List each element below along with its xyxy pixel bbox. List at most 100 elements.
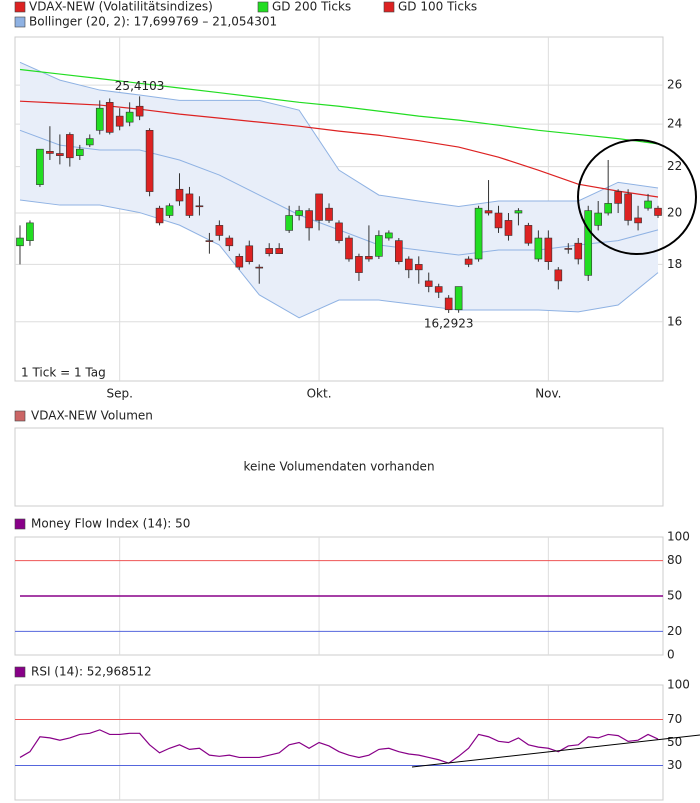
plot-frame <box>14 684 664 801</box>
y-tick-label: 100 <box>667 530 690 544</box>
y-tick-label: 26 <box>667 78 682 92</box>
candle-body <box>614 191 622 204</box>
legend-swatch <box>14 1 26 13</box>
candle-body <box>414 264 423 271</box>
candle-body <box>644 200 652 209</box>
moving-average-line <box>19 68 659 145</box>
candle-body <box>544 237 553 262</box>
y-tick-label: 20 <box>667 624 682 638</box>
candle-body <box>325 207 333 221</box>
candle-body <box>634 217 642 224</box>
highlight-circle <box>577 139 697 255</box>
y-tick-label: 70 <box>667 712 682 726</box>
y-tick-label: 100 <box>667 678 690 692</box>
y-tick-label: 0 <box>667 648 675 662</box>
candle-body <box>235 256 244 268</box>
candle-body <box>285 215 293 231</box>
min-label: 16,2923 <box>424 316 474 330</box>
candle-body <box>205 240 214 242</box>
legend-swatch <box>14 410 26 422</box>
panel-title: RSI (14): 52,968512 <box>31 665 152 679</box>
candle-body <box>584 210 593 276</box>
y-tick-label: 24 <box>667 117 682 131</box>
candle-body <box>345 237 353 260</box>
candle-body <box>395 240 403 262</box>
candle-body <box>454 286 463 311</box>
candle-body <box>275 248 283 254</box>
candle-body <box>295 210 303 216</box>
legend-label: GD 200 Ticks <box>272 0 351 14</box>
candle-body <box>245 245 254 262</box>
candle-body <box>355 256 363 273</box>
legend-swatch <box>383 1 395 13</box>
candle-body <box>225 237 234 247</box>
candle-body <box>105 102 114 133</box>
candle-body <box>135 105 144 117</box>
candle-body <box>484 210 493 214</box>
bollinger-lower <box>19 199 659 319</box>
candle-body <box>185 193 194 216</box>
plot-frame <box>14 427 664 507</box>
candle-body <box>375 235 383 257</box>
no-data-message: keine Volumendaten vorhanden <box>243 460 434 474</box>
candle-body <box>165 205 174 216</box>
y-tick-label: 16 <box>667 314 682 328</box>
x-tick-label: Okt. <box>307 387 332 401</box>
candle-body <box>624 193 632 221</box>
candle-body <box>305 210 313 229</box>
candle-body <box>16 237 24 247</box>
candle-body <box>654 207 662 216</box>
x-tick-label: Sep. <box>106 387 132 401</box>
candle-body <box>85 138 94 146</box>
candle-body <box>315 193 323 221</box>
max-label: 25,4103 <box>115 79 165 93</box>
candle-body <box>524 225 533 244</box>
tick-note: 1 Tick = 1 Tag <box>21 366 106 380</box>
candle-body <box>125 111 134 123</box>
bollinger-upper <box>19 61 659 208</box>
candle-body <box>46 151 54 154</box>
y-tick-label: 80 <box>667 553 682 567</box>
candle-body <box>514 210 523 214</box>
y-tick-label: 50 <box>667 589 682 603</box>
candle-body <box>195 205 204 208</box>
legend-label: GD 100 Ticks <box>398 0 477 14</box>
legend-swatch <box>14 16 26 28</box>
x-tick-label: Nov. <box>535 387 561 401</box>
candle-body <box>215 225 224 236</box>
candle-body <box>594 212 603 226</box>
candle-body <box>365 256 373 260</box>
candle-body <box>66 134 74 159</box>
y-tick-label: 22 <box>667 159 682 173</box>
panel-title: VDAX-NEW Volumen <box>31 409 153 423</box>
candle-body <box>434 286 443 293</box>
candle-body <box>474 207 483 260</box>
candle-body <box>76 148 84 156</box>
candle-body <box>464 258 473 265</box>
candle-body <box>404 258 413 271</box>
candle-body <box>534 237 543 260</box>
legend-label: VDAX-NEW (Volatilitätsindizes) <box>29 0 213 14</box>
candle-body <box>255 266 264 269</box>
candle-body <box>145 130 154 192</box>
panel-title: Money Flow Index (14): 50 <box>31 517 190 531</box>
candle-body <box>265 248 274 254</box>
y-tick-label: 30 <box>667 758 682 772</box>
candle-body <box>494 212 503 229</box>
candle-body <box>26 222 34 241</box>
candle-body <box>95 107 104 131</box>
candle-body <box>175 188 184 202</box>
legend-swatch <box>14 666 26 678</box>
candle-body <box>424 280 433 287</box>
annotations <box>411 139 700 768</box>
candle-body <box>554 269 563 282</box>
candle-body <box>604 203 612 214</box>
candle-body <box>444 297 453 311</box>
candle-body <box>335 222 343 241</box>
legend-swatch <box>257 1 269 13</box>
candle-body <box>504 220 513 236</box>
indicator-line <box>19 729 659 764</box>
candle-body <box>36 148 44 185</box>
